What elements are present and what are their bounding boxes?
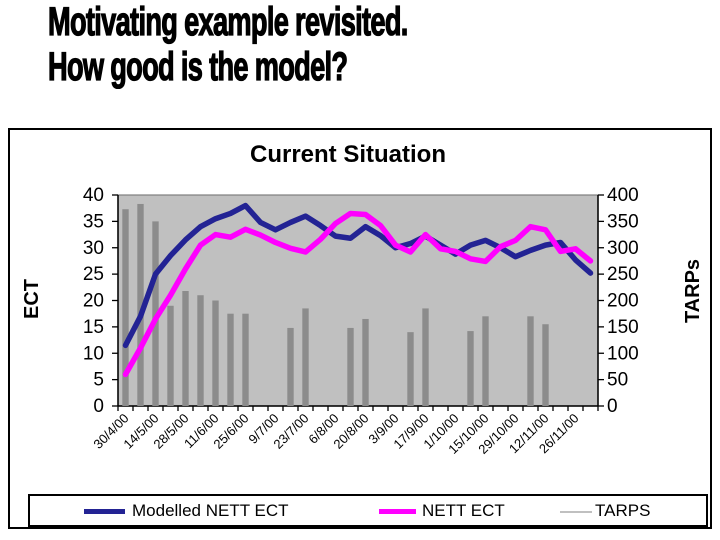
tarps-bar xyxy=(227,313,234,406)
axis-tick-label: 15 xyxy=(83,317,104,338)
axis-tick-label: 35 xyxy=(83,211,104,232)
tarps-bar xyxy=(197,295,204,406)
left-axis-title: ECT xyxy=(21,279,43,319)
tarps-bar xyxy=(482,316,489,406)
tarps-bar xyxy=(122,209,129,406)
legend-label-nett: NETT ECT xyxy=(422,501,505,520)
axis-tick-label: 350 xyxy=(607,211,639,232)
tarps-bar xyxy=(467,331,474,406)
tarps-bar xyxy=(302,308,309,406)
tarps-bar xyxy=(542,324,549,406)
legend: Modelled NETT ECT NETT ECT TARPS xyxy=(28,494,708,527)
axis-tick-label: 150 xyxy=(607,317,639,338)
slide-title-line1: Motivating example revisited. xyxy=(48,0,409,45)
axis-tick-label: 200 xyxy=(607,291,639,312)
tarps-bar xyxy=(212,300,219,406)
plot-area xyxy=(117,194,599,407)
axis-tick-label: 25 xyxy=(83,264,104,285)
axis-tick-label: 300 xyxy=(607,238,639,259)
tarps-bar xyxy=(407,332,414,406)
tarps-bar xyxy=(362,318,369,406)
modelled-nett-ect-line xyxy=(122,202,594,349)
legend-swatch-modelled-line xyxy=(84,509,125,514)
axis-tick-label: 400 xyxy=(607,185,639,206)
axis-tick-label: 250 xyxy=(607,264,639,285)
tarps-bar xyxy=(527,316,534,406)
tarps-bar xyxy=(242,313,249,406)
axis-tick-label: 10 xyxy=(83,343,104,364)
slide-title: Motivating example revisited. How good i… xyxy=(48,0,409,90)
right-axis-title: TARPs xyxy=(682,258,704,324)
axis-tick-label: 20 xyxy=(83,291,104,312)
axis-tick-label: 30 xyxy=(83,238,104,259)
tarps-bar xyxy=(422,308,429,406)
tarps-bar xyxy=(137,203,144,406)
tarps-bar xyxy=(167,305,174,406)
axis-tick-label: 40 xyxy=(83,185,104,206)
nett-ect-line xyxy=(122,210,594,378)
legend-label-tarps: TARPS xyxy=(595,501,651,520)
tarps-bar xyxy=(287,327,294,406)
axis-tick-label: 0 xyxy=(607,396,618,417)
slide-title-line2: How good is the model? xyxy=(48,44,349,89)
legend-label-modelled: Modelled NETT ECT xyxy=(132,501,289,520)
legend-swatch-nett-line xyxy=(379,509,416,514)
axis-tick-label: 100 xyxy=(607,343,639,364)
axis-tick-label: 0 xyxy=(93,396,104,417)
tarps-bar xyxy=(347,327,354,406)
tarps-bar xyxy=(182,291,189,406)
legend-swatch-tarps-line xyxy=(560,511,592,513)
axis-tick-label: 5 xyxy=(93,370,104,391)
axis-tick-label: 50 xyxy=(607,370,628,391)
chart-title: Current Situation xyxy=(250,141,446,168)
tarps-bar xyxy=(152,221,159,406)
